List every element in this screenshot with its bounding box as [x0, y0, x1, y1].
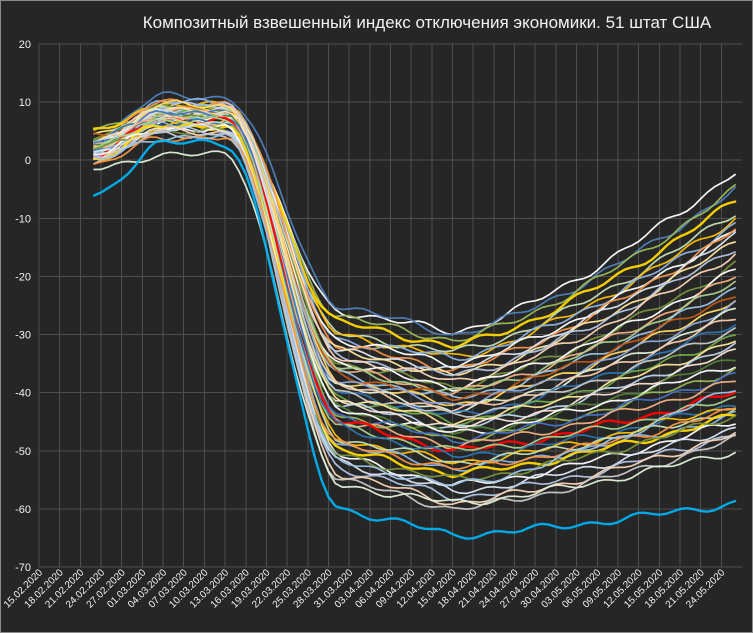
y-tick-label: -30 [15, 330, 31, 342]
series-line [93, 99, 736, 407]
series-line [93, 150, 736, 506]
series-line [93, 129, 736, 510]
grid-lines [38, 43, 742, 568]
series-line [93, 105, 736, 402]
y-tick-label: 20 [19, 39, 31, 51]
chart-title: Композитный взвешенный индекс отключения… [143, 13, 712, 32]
series-line [92, 123, 737, 479]
y-tick-label: -70 [15, 562, 31, 574]
series-line [93, 132, 736, 487]
series-line [93, 104, 736, 413]
y-tick-label: -60 [15, 504, 31, 516]
y-tick-label: 10 [19, 97, 31, 109]
y-tick-label: -10 [15, 213, 31, 225]
y-tick-label: -40 [15, 388, 31, 400]
y-tick-label: 0 [25, 155, 31, 167]
series-line [93, 112, 736, 443]
series-group [92, 91, 737, 540]
series-line [93, 126, 736, 502]
series-line [92, 138, 737, 540]
series-line [93, 118, 736, 459]
series-line [93, 100, 736, 358]
series-line [93, 126, 736, 481]
series-line [93, 114, 736, 435]
series-line [93, 97, 736, 362]
series-line [93, 103, 736, 399]
y-tick-label: -50 [15, 446, 31, 458]
series-line [93, 123, 736, 495]
y-tick-label: -20 [15, 271, 31, 283]
series-line [93, 116, 736, 451]
series-line [93, 110, 736, 444]
